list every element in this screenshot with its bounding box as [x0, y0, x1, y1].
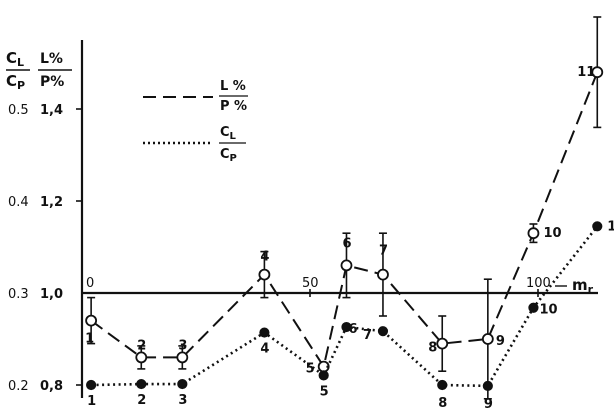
point-label: 5: [320, 384, 329, 399]
legend: L % P % CL CP: [143, 79, 248, 164]
point-open-circle: [135, 351, 148, 364]
point-open-circle: [436, 337, 449, 350]
point-label: 7: [379, 244, 388, 259]
point-filled-circle: [592, 221, 603, 232]
point-filled-circle: [341, 321, 352, 333]
point-filled-circle: [86, 379, 97, 391]
point-filled-circle: [437, 379, 448, 391]
plot-area: 12345678910111234567891011: [85, 16, 614, 410]
point-label: 10: [539, 303, 557, 318]
inner-tick-1-2: 1,2: [40, 195, 63, 210]
inner-tick-0-8: 0,8: [40, 379, 63, 394]
legend-label-cc-bottom: CP: [220, 147, 237, 164]
outer-axis-header-top: CL: [6, 49, 24, 69]
x-tick-100: 100: [526, 276, 551, 291]
point-filled-circle: [482, 380, 493, 392]
inner-axis-header-top: L%: [40, 51, 63, 67]
point-label: 4: [260, 342, 269, 357]
point-label: 4: [260, 250, 269, 265]
legend-label-lp-bottom: P %: [220, 99, 247, 114]
x-axis-label: mr: [572, 276, 594, 296]
point-label: 5: [306, 362, 315, 377]
point-open-circle: [377, 268, 389, 281]
point-filled-circle: [318, 370, 329, 381]
outer-axis-header-bottom: CP: [6, 72, 25, 92]
inner-tick-1-0: 1,0: [40, 287, 63, 302]
point-label: 2: [137, 393, 146, 408]
point-label: 10: [543, 226, 561, 241]
x-tick-0: 0: [86, 276, 94, 291]
point-label: 6: [348, 322, 357, 337]
point-label: 9: [496, 334, 505, 349]
point-label: 1: [85, 332, 94, 347]
point-open-circle: [527, 227, 540, 240]
outer-tick-0-3: 0.3: [8, 287, 29, 302]
point-label: 3: [178, 338, 187, 353]
point-open-circle: [85, 314, 98, 327]
point-open-circle: [258, 268, 271, 281]
outer-tick-0-4: 0.4: [8, 195, 29, 210]
series-line-lp: [90, 71, 599, 370]
point-filled-circle: [177, 378, 188, 390]
point-open-circle: [481, 333, 494, 345]
outer-tick-0-2: 0.2: [8, 379, 29, 394]
point-label: 8: [428, 341, 437, 356]
point-label: 3: [178, 393, 187, 408]
outer-tick-0-5: 0.5: [8, 103, 29, 118]
point-label: 8: [438, 396, 447, 410]
point-filled-circle: [136, 378, 147, 390]
point-label: 11: [607, 219, 614, 234]
point-label: 7: [363, 328, 372, 343]
point-open-circle: [340, 259, 353, 272]
point-label: 11: [577, 65, 595, 80]
x-tick-50: 50: [302, 276, 319, 291]
inner-tick-1-4: 1,4: [40, 103, 63, 118]
point-open-circle: [176, 351, 189, 364]
point-filled-circle: [377, 326, 389, 337]
point-filled-circle: [528, 302, 539, 313]
legend-label-cc-top: CL: [220, 125, 237, 142]
point-label: 1: [87, 394, 96, 409]
inner-axis-header-bottom: P%: [40, 74, 64, 90]
legend-label-lp-top: L %: [220, 79, 246, 94]
point-label: 9: [484, 397, 493, 410]
point-label: 6: [342, 236, 351, 251]
point-label: 2: [137, 338, 146, 353]
point-open-circle: [591, 66, 604, 79]
point-filled-circle: [259, 327, 270, 338]
